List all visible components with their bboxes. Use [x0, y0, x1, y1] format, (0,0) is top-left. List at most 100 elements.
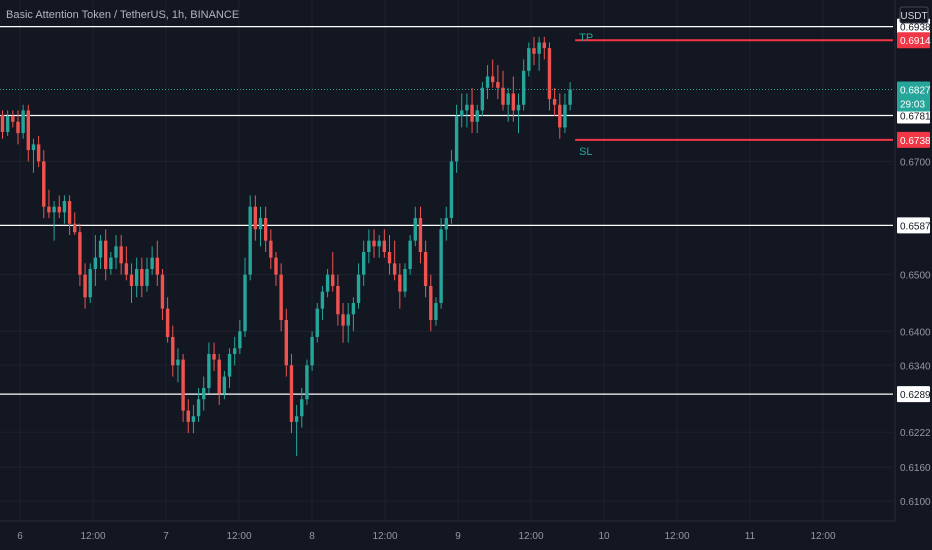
time-tick-label: 12:00: [80, 531, 105, 542]
grid-lines: [0, 0, 893, 521]
price-tick-label: 0.6222: [900, 428, 931, 439]
time-tick-label: 7: [163, 531, 169, 542]
candle-body: [439, 229, 443, 303]
candle-body: [42, 161, 46, 207]
level-tag-bg: [897, 107, 930, 124]
candle-body: [516, 104, 521, 111]
candle-body: [423, 252, 428, 286]
candle-body: [26, 110, 30, 151]
candle-body: [532, 48, 536, 54]
candle-body: [88, 268, 92, 298]
target-tag-bg: [897, 131, 930, 148]
level-tag-bg: [897, 386, 930, 403]
candle-body: [547, 48, 552, 100]
candle-body: [57, 206, 61, 213]
candle-body: [387, 252, 392, 264]
countdown-tag: 29:03: [900, 99, 925, 110]
currency-label[interactable]: USDT: [900, 11, 927, 22]
candle-body: [253, 206, 258, 230]
candle-body: [465, 104, 469, 111]
candle-body: [485, 76, 490, 88]
candle-body: [521, 70, 526, 105]
candle-body: [222, 376, 227, 394]
target-tag: 0.6738: [900, 136, 931, 147]
candle-body: [181, 359, 185, 411]
candle-body: [134, 268, 139, 286]
candle-body: [212, 353, 216, 360]
time-tick-label: 11: [745, 531, 756, 542]
target-label: SL: [579, 146, 592, 158]
candle-body: [243, 274, 247, 332]
candle-body: [124, 263, 129, 275]
candle-body: [73, 223, 77, 233]
time-axis[interactable]: 6 12:00 7 12:00 8 12:00 9 12:00 10 12:00 11 12:00: [17, 531, 836, 542]
time-tick-label: 12:00: [372, 531, 397, 542]
level-tag: 0.6781: [900, 112, 931, 123]
candle-body: [207, 353, 211, 388]
candle-body: [511, 93, 516, 111]
candle-body: [269, 240, 273, 258]
level-tag: 0.6587: [900, 221, 931, 232]
candle-body: [527, 48, 531, 71]
candle-body: [496, 82, 500, 88]
candle-body: [145, 268, 149, 286]
candle-body: [346, 314, 350, 326]
target-labels: TP SL: [579, 32, 593, 158]
candle-body: [320, 291, 325, 309]
candle-body: [449, 161, 454, 219]
candle-body: [341, 314, 345, 326]
time-tick-label: 10: [598, 531, 610, 542]
candle-body: [377, 240, 381, 247]
candle-body: [537, 42, 541, 54]
candle-body: [367, 240, 371, 253]
price-tick-label: 0.6340: [900, 361, 931, 372]
price-tick-label: 0.6100: [900, 497, 931, 508]
candle-body: [21, 110, 25, 134]
price-tick-label: 0.6160: [900, 463, 931, 474]
candle-body: [31, 144, 36, 151]
candle-body: [362, 252, 366, 275]
candle-body: [202, 387, 206, 400]
candle-body: [196, 399, 201, 417]
candle-body: [78, 232, 82, 275]
candle-body: [403, 268, 407, 292]
candle-body: [568, 89, 572, 105]
candle-body: [289, 365, 294, 422]
candle-body: [217, 359, 221, 394]
candle-body: [325, 274, 330, 292]
candle-body: [434, 302, 438, 320]
candle-body: [408, 240, 412, 269]
candle-body: [109, 257, 113, 269]
candle-body: [558, 104, 562, 128]
candle-body: [98, 240, 103, 258]
price-tick-label: 0.6400: [900, 327, 931, 338]
candle-body: [351, 302, 356, 315]
candle-body: [36, 144, 41, 162]
target-tag-bg: [897, 32, 930, 49]
candle-body: [140, 268, 144, 286]
currency-badge[interactable]: [899, 6, 929, 24]
candle-body: [0, 114, 5, 132]
candle-body: [398, 274, 402, 292]
candle-body: [552, 99, 557, 105]
candle-body: [11, 116, 15, 122]
candle-body: [305, 365, 309, 400]
candle-body: [176, 359, 180, 366]
candle-body: [480, 87, 485, 111]
time-tick-label: 6: [17, 531, 23, 542]
candle-body: [542, 42, 546, 49]
level-tag: 0.6289: [900, 390, 931, 401]
target-tag: 0.6914: [900, 36, 931, 47]
candle-body: [429, 285, 433, 320]
candle-body: [506, 93, 510, 105]
candle-body: [356, 274, 361, 303]
candle-body: [165, 308, 170, 337]
candle-body: [171, 336, 175, 366]
candle-body: [454, 116, 459, 162]
last-price-tag: 0.6827: [900, 85, 931, 96]
candle-body: [258, 218, 263, 230]
price-tick-label: 0.6700: [900, 157, 931, 168]
candle-body: [83, 274, 87, 298]
chart-title: Basic Attention Token / TetherUS, 1h, BI…: [6, 9, 240, 21]
